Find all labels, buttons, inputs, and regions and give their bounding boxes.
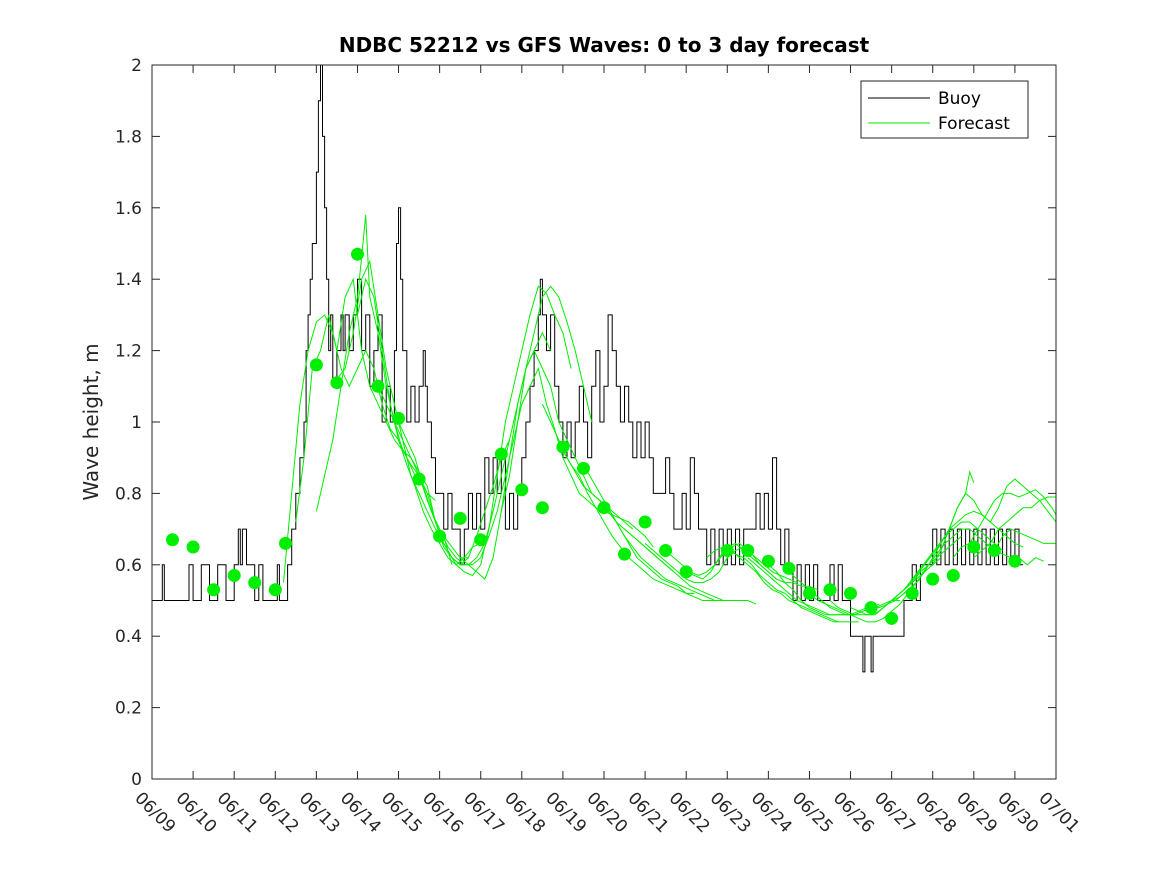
forecast-marker (946, 569, 960, 582)
forecast-marker (741, 544, 755, 557)
forecast-marker (279, 536, 292, 550)
forecast-marker (638, 515, 652, 529)
forecast-marker (351, 247, 364, 261)
y-axis-label: Wave height, m (79, 343, 103, 500)
legend-buoy-label: Buoy (938, 89, 981, 109)
legend: Buoy Forecast (860, 80, 1029, 139)
forecast-marker (371, 379, 385, 393)
forecast-marker (474, 533, 488, 547)
forecast-marker (268, 583, 282, 597)
forecast-run-line (768, 564, 900, 616)
forecast-marker (207, 583, 221, 597)
forecast-run-line (500, 349, 634, 530)
legend-box (860, 80, 1029, 139)
forecast-marker (803, 586, 816, 600)
forecast-run-line (891, 510, 1024, 601)
forecast-marker (309, 358, 323, 372)
y-tick-label: 0.6 (115, 556, 142, 576)
forecast-run-line (952, 489, 1057, 559)
forecast-run-line (603, 500, 736, 601)
forecast-marker (905, 586, 919, 600)
forecast-marker (556, 440, 570, 454)
y-tick-label: 0.4 (115, 627, 142, 647)
forecast-marker (864, 601, 878, 615)
forecast-run-line (973, 496, 1056, 559)
y-tick-label: 1.4 (115, 270, 142, 290)
forecast-marker (926, 572, 940, 586)
forecast-marker (392, 411, 405, 425)
forecast-marker (967, 540, 981, 554)
forecast-run-line (685, 542, 818, 591)
forecast-run-line (932, 478, 1057, 566)
forecast-marker (227, 569, 241, 582)
forecast-marker (720, 544, 734, 557)
forecast-marker (515, 483, 529, 497)
y-tick-label: 0.8 (115, 484, 142, 504)
forecast-marker (823, 583, 837, 597)
forecast-run-line (993, 528, 1056, 551)
forecast-marker (885, 611, 899, 625)
series-layer (152, 64, 1057, 673)
forecast-marker (248, 576, 262, 590)
forecast-run-line (644, 543, 777, 584)
y-axis: 0 0.2 0.4 0.6 0.8 1 1.2 1.4 1.6 1.8 2 (115, 56, 1056, 790)
y-tick-label: 0.2 (115, 699, 142, 719)
forecast-marker (453, 511, 467, 525)
forecast-marker (659, 544, 673, 557)
forecast-marker (782, 561, 796, 575)
forecast-marker (494, 447, 508, 461)
forecast-marker (186, 540, 200, 554)
forecast-marker (987, 544, 1001, 557)
forecast-run-line (727, 550, 859, 623)
forecast-run-line (624, 528, 757, 605)
y-tick-label: 0 (131, 770, 142, 790)
forecast-run-line (521, 366, 654, 548)
legend-forecast-label: Forecast (938, 114, 1010, 134)
forecast-marker (618, 547, 631, 561)
forecast-marker (535, 501, 549, 515)
forecast-run-line (911, 528, 1044, 583)
forecast-run-line (295, 277, 436, 523)
forecast-run-line (439, 285, 572, 577)
forecast-marker (1008, 554, 1022, 568)
forecast-marker (597, 501, 611, 515)
forecast-marker (412, 472, 426, 486)
y-tick-label: 1.6 (115, 199, 142, 219)
forecast-marker (679, 565, 693, 579)
chart-title: NDBC 52212 vs GFS Waves: 0 to 3 day fore… (339, 33, 870, 57)
forecast-marker (433, 529, 447, 543)
forecast-marker (761, 554, 775, 568)
y-tick-label: 1.8 (115, 127, 142, 147)
forecast-run-line (870, 521, 1003, 616)
forecast-marker (577, 461, 590, 475)
forecast-marker (330, 376, 344, 390)
y-tick-label: 2 (131, 56, 142, 76)
y-tick-label: 1 (131, 413, 142, 433)
forecast-marker (844, 586, 857, 600)
forecast-marker (166, 533, 179, 547)
forecast-run-line (357, 277, 490, 566)
y-tick-label: 1.2 (115, 342, 142, 362)
